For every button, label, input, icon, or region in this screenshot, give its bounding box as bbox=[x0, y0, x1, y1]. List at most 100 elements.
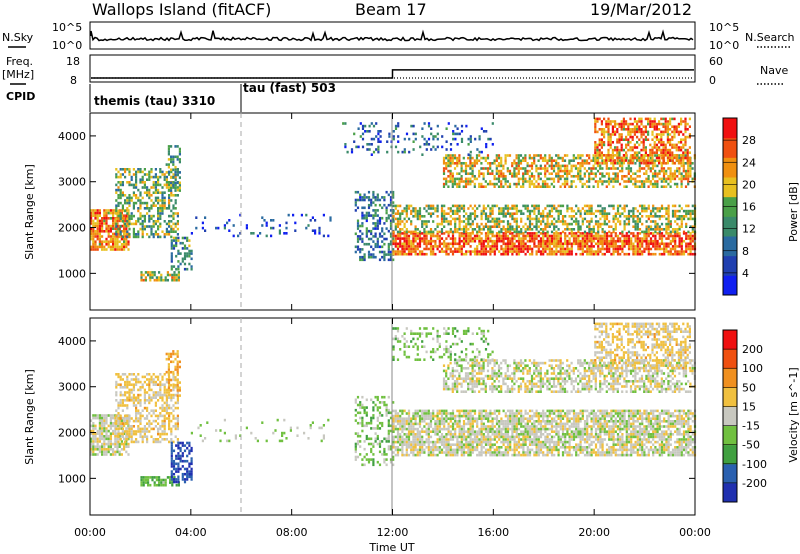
power-cell bbox=[143, 173, 146, 176]
power-cell bbox=[623, 225, 626, 228]
velocity-cell bbox=[146, 440, 149, 444]
power-cell bbox=[623, 156, 626, 160]
power-cell bbox=[636, 159, 639, 162]
power-cell bbox=[609, 141, 612, 144]
power-cell bbox=[685, 247, 688, 251]
power-cell bbox=[621, 169, 624, 173]
power-cell bbox=[168, 220, 171, 223]
velocity-cell bbox=[115, 373, 118, 376]
power-cell bbox=[680, 148, 683, 152]
power-cell bbox=[522, 177, 525, 181]
power-cell bbox=[609, 135, 612, 139]
power-cell bbox=[588, 245, 591, 248]
power-cell bbox=[625, 143, 628, 147]
power-cell bbox=[559, 237, 562, 240]
velocity-cell bbox=[165, 396, 168, 399]
power-cell bbox=[414, 234, 417, 238]
power-cell bbox=[539, 167, 542, 170]
velocity-cell bbox=[130, 432, 133, 436]
power-cell bbox=[603, 252, 606, 256]
power-cell bbox=[128, 173, 131, 176]
power-cell bbox=[546, 159, 549, 162]
power-cell bbox=[154, 191, 157, 194]
velocity-cell bbox=[98, 445, 101, 448]
power-cell bbox=[520, 247, 523, 251]
power-cell bbox=[478, 239, 481, 243]
power-cell bbox=[674, 215, 677, 218]
power-cell bbox=[146, 204, 149, 207]
power-cell bbox=[555, 172, 558, 175]
power-cell bbox=[528, 169, 531, 173]
power-cell bbox=[649, 212, 653, 215]
power-cell bbox=[539, 239, 543, 243]
power-cell bbox=[638, 159, 641, 162]
power-cell bbox=[412, 124, 415, 128]
power-cell bbox=[651, 161, 654, 165]
power-cell bbox=[548, 154, 551, 157]
power-cell bbox=[603, 135, 606, 139]
power-cell bbox=[674, 204, 677, 208]
power-cell bbox=[526, 250, 529, 253]
power-cell bbox=[484, 225, 488, 228]
power-cell bbox=[607, 167, 611, 170]
power-cell bbox=[522, 245, 525, 248]
power-cell bbox=[585, 162, 589, 165]
power-cell bbox=[177, 260, 180, 263]
power-cell bbox=[453, 182, 457, 186]
power-cell bbox=[367, 250, 371, 254]
power-cell bbox=[410, 232, 413, 235]
power-cell bbox=[152, 222, 155, 226]
power-cell bbox=[680, 207, 683, 210]
velocity-cell bbox=[124, 422, 127, 425]
power-cell bbox=[601, 180, 604, 183]
power-cell bbox=[689, 237, 692, 240]
velocity-cell bbox=[161, 404, 164, 407]
power-cell bbox=[685, 222, 688, 226]
power-cell bbox=[644, 128, 647, 131]
power-cell bbox=[327, 234, 330, 238]
power-cell bbox=[544, 156, 547, 160]
power-cell bbox=[612, 230, 615, 234]
power-cell bbox=[550, 237, 554, 240]
power-cell bbox=[684, 138, 687, 141]
power-cell bbox=[632, 245, 635, 248]
power-cell bbox=[447, 252, 450, 256]
power-cell bbox=[98, 237, 101, 241]
power-cell bbox=[616, 180, 619, 183]
velocity-cell bbox=[92, 427, 95, 430]
power-cell bbox=[460, 175, 463, 178]
power-cell bbox=[592, 172, 595, 175]
power-cell bbox=[159, 225, 162, 228]
power-cell bbox=[656, 175, 659, 178]
power-cell bbox=[438, 250, 441, 253]
velocity-cell bbox=[126, 386, 129, 389]
power-cell bbox=[123, 248, 126, 251]
power-cell bbox=[581, 239, 584, 243]
power-cell bbox=[546, 252, 549, 256]
power-cell bbox=[653, 128, 656, 131]
power-cell bbox=[467, 137, 470, 141]
velocity-cell bbox=[168, 406, 171, 410]
power-cell bbox=[195, 216, 198, 219]
power-cell bbox=[397, 124, 400, 128]
power-cell bbox=[378, 258, 382, 262]
power-cell bbox=[669, 167, 672, 170]
power-cell bbox=[572, 164, 575, 168]
power-cell bbox=[489, 247, 492, 251]
power-cell bbox=[392, 137, 395, 141]
power-cell bbox=[647, 120, 650, 123]
velocity-cell bbox=[121, 386, 124, 389]
power-cell bbox=[625, 120, 628, 123]
power-cell bbox=[495, 169, 498, 173]
power-cell bbox=[566, 234, 569, 238]
power-cell bbox=[389, 214, 393, 217]
power-cell bbox=[651, 164, 655, 168]
power-cell bbox=[539, 245, 543, 248]
power-cell bbox=[482, 156, 485, 160]
power-cell bbox=[691, 204, 694, 208]
power-cell bbox=[480, 182, 483, 186]
power-cell bbox=[462, 230, 466, 234]
power-cell bbox=[475, 154, 479, 157]
power-cell bbox=[632, 172, 635, 175]
velocity-cell bbox=[165, 417, 168, 420]
